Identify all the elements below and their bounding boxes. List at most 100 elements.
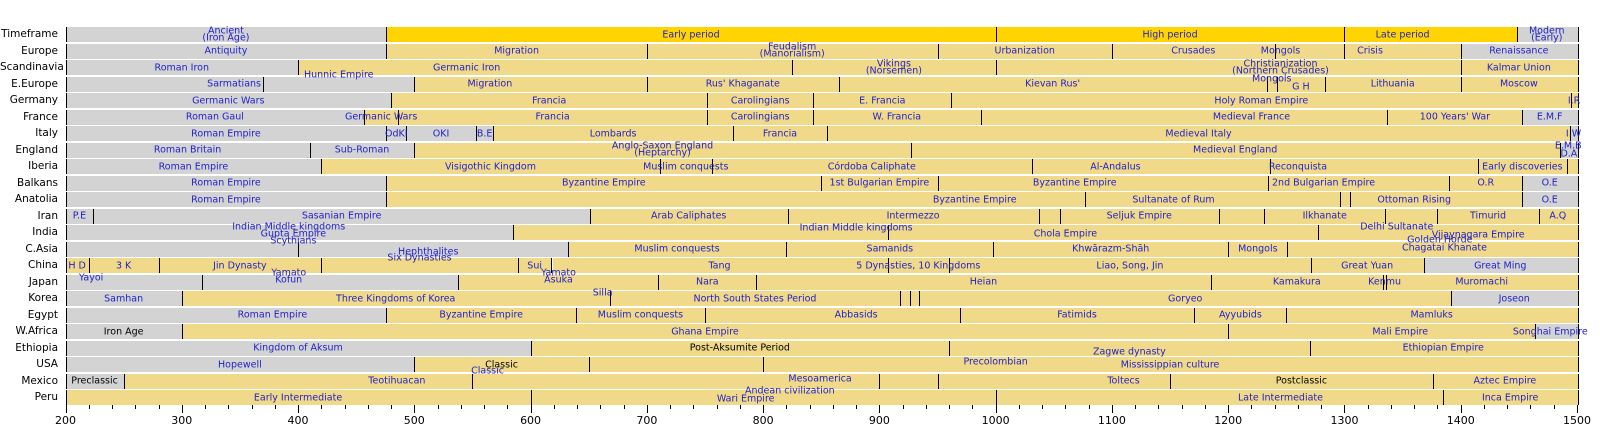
segment-label[interactable]: O.E bbox=[1541, 193, 1558, 205]
segment-label[interactable]: Heian bbox=[969, 276, 998, 288]
segment-label[interactable]: High period bbox=[1142, 28, 1198, 40]
segment-label[interactable]: Germanic Iron bbox=[432, 61, 501, 73]
segment-label[interactable]: Seljuk Empire bbox=[1106, 210, 1172, 222]
segment-label[interactable]: Muslim conquests bbox=[597, 309, 684, 321]
segment-label[interactable]: Kalmar Union bbox=[1486, 61, 1551, 73]
segment-label[interactable]: Carolingians bbox=[730, 94, 790, 106]
segment-label[interactable]: Sarmatians bbox=[207, 78, 261, 90]
segment-label[interactable]: Ottoman Rising bbox=[1377, 193, 1452, 205]
segment-label[interactable]: E. Francia bbox=[859, 94, 906, 106]
segment-label[interactable]: Sasanian Empire bbox=[301, 210, 382, 222]
segment-label[interactable]: Roman Iron bbox=[154, 61, 209, 73]
segment-label[interactable]: Ilkhanate bbox=[1302, 210, 1347, 222]
segment-label[interactable]: 1st Bulgarian Empire bbox=[829, 177, 930, 189]
segment-label[interactable]: Sultanate of Rum bbox=[1132, 193, 1215, 205]
segment-label[interactable]: Early period bbox=[662, 28, 720, 40]
segment-label[interactable]: Samanids bbox=[866, 243, 914, 255]
segment-label[interactable]: 3 K bbox=[115, 259, 132, 271]
segment-label[interactable]: Chola Empire bbox=[1033, 227, 1098, 239]
segment-label[interactable]: Early discoveries bbox=[1482, 160, 1563, 172]
segment-label[interactable]: Renaissance bbox=[1489, 45, 1549, 57]
segment-label[interactable]: 5 Dynasties, 10 Kingdoms bbox=[856, 259, 981, 271]
segment-label[interactable]: Reconquista bbox=[1268, 160, 1328, 172]
segment-label[interactable]: Lombards bbox=[589, 127, 637, 139]
segment-label[interactable]: OKI bbox=[432, 127, 450, 139]
segment-label[interactable]: E.M.F bbox=[1536, 111, 1563, 123]
segment-label[interactable]: Migration bbox=[467, 78, 513, 90]
segment-label[interactable]: Sub-Roman bbox=[334, 144, 390, 156]
segment-label[interactable]: Kenmu bbox=[1368, 276, 1402, 288]
segment-label[interactable]: Three Kingdoms of Korea bbox=[336, 292, 456, 304]
segment-note-label[interactable]: Mesoamerica bbox=[788, 373, 852, 385]
segment-note-label[interactable]: Wari Empire bbox=[716, 392, 775, 404]
segment-note-label[interactable]: Silla bbox=[592, 286, 613, 298]
segment-label[interactable]: Kievan Rus' bbox=[1025, 78, 1081, 90]
segment-note-label[interactable]: Precolombian bbox=[963, 355, 1028, 367]
segment-note-label[interactable]: Classic bbox=[471, 365, 504, 377]
segment-label[interactable]: W. Francia bbox=[872, 111, 922, 123]
segment-label[interactable]: Roman Britain bbox=[153, 144, 222, 156]
segment-label[interactable]: Modern (Early) bbox=[1528, 25, 1565, 44]
segment-label[interactable]: Great Ming bbox=[1474, 259, 1527, 271]
segment-label[interactable]: Byzantine Empire bbox=[932, 193, 1017, 205]
segment-label[interactable]: Songhai Empire bbox=[1512, 325, 1588, 337]
segment-label[interactable]: Moscow bbox=[1499, 78, 1538, 90]
segment-label[interactable]: Vikings (Norsemen) bbox=[865, 58, 922, 77]
segment-label[interactable]: Khwārazm-Shāh bbox=[1072, 243, 1150, 255]
segment-note-label[interactable]: Chagatai Khanate bbox=[1401, 242, 1487, 254]
segment-label[interactable]: I.R bbox=[1567, 94, 1581, 106]
segment-label[interactable]: Mali Empire bbox=[1372, 325, 1429, 337]
segment-label[interactable]: Byzantine Empire bbox=[439, 309, 523, 321]
segment-label[interactable]: Carolingians bbox=[730, 111, 790, 123]
segment-label[interactable]: Urbanization bbox=[994, 45, 1055, 57]
segment-label[interactable]: Yamato Asuka bbox=[541, 267, 576, 286]
segment-label[interactable]: Roman Empire bbox=[237, 309, 308, 321]
segment-note-label[interactable]: Andean civilization bbox=[745, 384, 835, 396]
segment-label[interactable]: Córdoba Caliphate bbox=[827, 160, 916, 172]
segment-label[interactable]: Toltecs bbox=[1107, 375, 1140, 387]
segment-label[interactable]: Roman Empire bbox=[191, 193, 261, 205]
segment-label[interactable]: OdKI bbox=[385, 127, 408, 139]
segment-label[interactable]: Rus' Khaganate bbox=[705, 78, 780, 90]
segment-label[interactable]: Yamato Kofun bbox=[271, 267, 307, 286]
segment-label[interactable]: Muslim conquests bbox=[634, 243, 720, 255]
segment-label[interactable]: Goryeo bbox=[1167, 292, 1203, 304]
segment-note-label[interactable]: Indian Middle kingdoms bbox=[232, 220, 346, 232]
segment-note-label[interactable]: Vijaynagara Empire bbox=[1431, 228, 1525, 240]
segment-label[interactable]: Joseon bbox=[1498, 292, 1530, 304]
segment-label[interactable]: Mongols bbox=[1252, 73, 1292, 85]
segment-label[interactable]: Zagwe dynasty bbox=[1092, 346, 1166, 358]
segment-label[interactable]: Anglo-Saxon England (Heptarchy) bbox=[611, 140, 714, 159]
segment-label[interactable]: Francia bbox=[535, 111, 570, 123]
segment-label[interactable]: 2nd Bulgarian Empire bbox=[1272, 177, 1376, 189]
segment-label[interactable]: Sui bbox=[527, 259, 542, 271]
segment-note-label[interactable]: Golden Horde bbox=[1407, 234, 1473, 246]
segment-label[interactable]: Yayoi bbox=[78, 272, 104, 284]
segment-label[interactable]: Ghana Empire bbox=[671, 325, 739, 337]
segment-label[interactable]: Muromachi bbox=[1455, 276, 1508, 288]
segment-label[interactable]: Al-Andalus bbox=[1090, 160, 1141, 172]
segment-note-label[interactable]: D.A bbox=[1560, 148, 1578, 160]
segment-label[interactable]: Muslim conquests bbox=[643, 160, 729, 172]
segment-label[interactable]: Great Yuan bbox=[1341, 259, 1394, 271]
segment-note-label[interactable]: Hephthalites bbox=[398, 246, 459, 258]
segment-label[interactable]: 100 Years' War bbox=[1419, 111, 1491, 123]
segment-label[interactable]: Aztec Empire bbox=[1473, 375, 1537, 387]
segment-label[interactable]: Intermezzo bbox=[886, 210, 940, 222]
segment-label[interactable]: Tang bbox=[708, 259, 731, 271]
segment-label[interactable]: Timurid bbox=[1470, 210, 1507, 222]
segment-label[interactable]: Mississippian culture bbox=[1120, 358, 1220, 370]
segment-label[interactable]: Kamakura bbox=[1272, 276, 1321, 288]
segment-label[interactable]: Lithuania bbox=[1370, 78, 1415, 90]
segment-label[interactable]: Medieval England bbox=[1193, 144, 1278, 156]
segment-label[interactable]: Feudalism (Manorialism) bbox=[759, 41, 825, 60]
segment-label[interactable]: Roman Empire bbox=[158, 160, 229, 172]
segment-label[interactable]: G H bbox=[1292, 81, 1310, 93]
segment-label[interactable]: O.R bbox=[1477, 177, 1495, 189]
segment-label[interactable]: Roman Empire bbox=[191, 127, 261, 139]
segment-label[interactable]: Medieval Italy bbox=[1165, 127, 1232, 139]
segment-note-label[interactable]: Scythians bbox=[270, 235, 317, 247]
segment-label[interactable]: I.W bbox=[1565, 127, 1582, 139]
segment-label[interactable]: Byzantine Empire bbox=[1032, 177, 1117, 189]
segment-label[interactable]: Early Intermediate bbox=[253, 391, 343, 403]
